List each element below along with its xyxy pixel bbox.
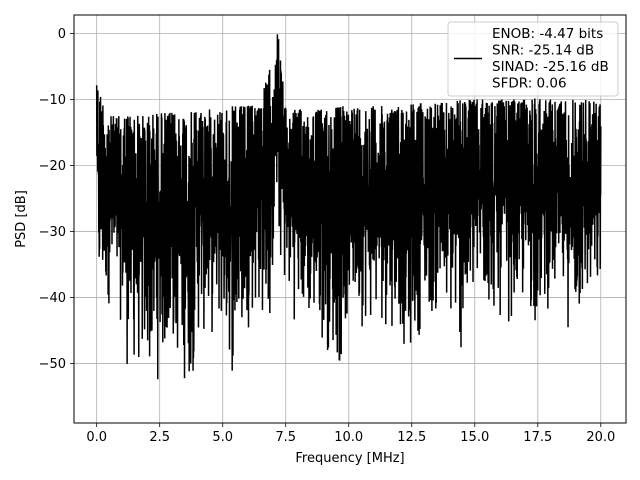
psd-series-line — [95, 34, 602, 380]
x-axis-ticks: 0.0 2.5 5.0 7.5 10.0 12.5 15.0 17.5 20.0 — [86, 423, 615, 445]
x-tick-label: 7.5 — [275, 430, 296, 445]
legend-sfdr: SFDR: 0.06 — [492, 76, 567, 92]
x-tick-label: 12.5 — [397, 430, 426, 445]
y-axis-label: PSD [dB] — [14, 190, 29, 248]
legend-enob: ENOB: -4.47 bits — [492, 26, 603, 42]
x-tick-label: 20.0 — [586, 430, 615, 445]
y-tick-label: −10 — [39, 93, 66, 108]
y-tick-label: 0 — [58, 27, 66, 42]
x-tick-label: 0.0 — [86, 430, 107, 445]
x-tick-label: 15.0 — [460, 430, 489, 445]
y-tick-label: −30 — [39, 225, 66, 240]
legend: ENOB: -4.47 bits SNR: -25.14 dB SINAD: -… — [447, 21, 619, 97]
x-tick-label: 10.0 — [334, 430, 363, 445]
x-axis-label: Frequency [MHz] — [295, 451, 404, 466]
y-axis-ticks: 0 −10 −20 −30 −40 −50 — [39, 27, 74, 372]
x-tick-label: 2.5 — [149, 430, 170, 445]
plot-frame — [73, 14, 627, 424]
x-tick-label: 5.0 — [212, 430, 233, 445]
y-tick-label: −20 — [39, 159, 66, 174]
legend-box — [447, 21, 619, 97]
x-tick-label: 17.5 — [523, 430, 552, 445]
legend-sinad: SINAD: -25.16 dB — [492, 59, 609, 75]
legend-snr: SNR: -25.14 dB — [492, 43, 594, 59]
psd-trace — [95, 34, 602, 380]
y-tick-label: −50 — [39, 357, 66, 372]
y-tick-label: −40 — [39, 291, 66, 306]
